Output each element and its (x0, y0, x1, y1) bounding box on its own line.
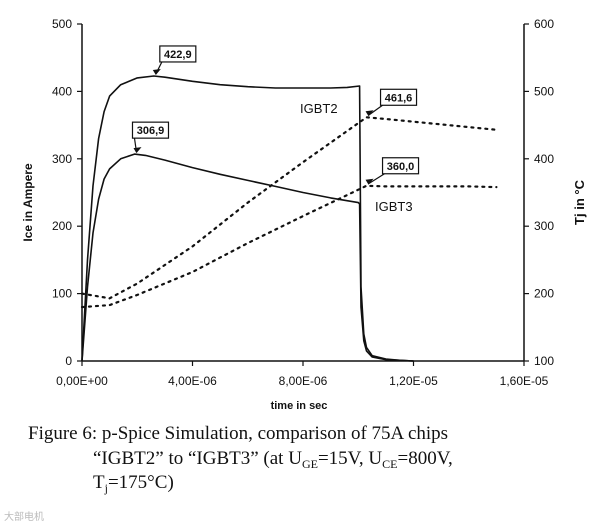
callout-box (131, 121, 170, 139)
figure-caption-line-2: “IGBT2” to “IGBT3” (at UGE=15V, UCE=800V… (93, 448, 453, 472)
callout-box (159, 45, 197, 63)
data-label: 306,9 (137, 125, 165, 137)
callout-leader (368, 104, 383, 116)
right-y-tick-label: 400 (534, 152, 554, 166)
x-tick-label: 1,20E-05 (389, 374, 438, 388)
left-y-tick-label: 400 (52, 84, 72, 98)
caption-subscript: CE (382, 457, 398, 471)
caption-text: =15V, U (317, 448, 383, 469)
chart-annotations: IGBT2 IGBT3 422,9 306,9 461,6 360,0 (131, 45, 420, 214)
left-y-tick-label: 100 (52, 287, 72, 301)
x-tick-label: 1,60E-05 (500, 374, 549, 388)
right-y-tick-label: 100 (534, 354, 554, 368)
right-y-tick-label: 200 (534, 287, 554, 301)
x-tick-label: 0,00E+00 (56, 374, 108, 388)
series-line-igbt2 (81, 75, 414, 362)
left-y-tick-label: 500 (52, 17, 72, 31)
callout-arrowhead (152, 68, 161, 75)
series-label: IGBT3 (375, 199, 413, 214)
right-y-tick-label: 600 (534, 17, 554, 31)
chart-axis-labels: time in sec Ice in Ampere Tj in °C (21, 163, 587, 412)
caption-subscript: j (104, 481, 108, 495)
left-y-tick-label: 200 (52, 219, 72, 233)
data-label: 461,6 (385, 92, 413, 104)
caption-text: =800V, (397, 448, 453, 469)
callout-box (381, 157, 420, 175)
watermark: 大部电机 (4, 512, 44, 523)
x-tick-label: 8,00E-06 (279, 374, 328, 388)
x-tick-label: 4,00E-06 (168, 374, 217, 388)
right-y-tick-label: 500 (534, 84, 554, 98)
caption-subscript: GE (301, 457, 318, 471)
right-y-tick-label: 300 (534, 219, 554, 233)
caption-text: “IGBT2” to “IGBT3” (at U (93, 448, 302, 469)
series-label: IGBT2 (300, 101, 338, 116)
figure-caption-line-3: Tj=175°C) (93, 472, 174, 496)
figure-caption-line-1: Figure 6: p-Spice Simulation, comparison… (28, 423, 448, 445)
caption-text: T (93, 472, 105, 493)
left-y-axis-label: Ice in Ampere (21, 163, 35, 242)
callout-arrowhead (365, 110, 374, 117)
left-y-tick-label: 300 (52, 152, 72, 166)
x-axis-label: time in sec (271, 400, 328, 412)
data-label: 360,0 (387, 161, 415, 173)
caption-text: Figure 6: p-Spice Simulation, comparison… (28, 423, 449, 444)
callout-arrowhead (365, 178, 374, 185)
data-label: 422,9 (164, 49, 192, 61)
series-line-tj-igbt3 (80, 184, 498, 309)
chart-ticks: 0 100 200 300 400 500 100 200 300 400 500 600 0,00E+… (52, 17, 554, 388)
right-y-axis-label: Tj in °C (572, 179, 587, 225)
callout-arrowhead (133, 147, 142, 154)
callout-leader (368, 173, 385, 185)
chart: 0 100 200 300 400 500 100 200 300 400 500 600 0,00E+… (21, 17, 587, 412)
left-y-tick-label: 0 (65, 354, 72, 368)
chart-series (80, 75, 498, 362)
series-line-tj-igbt2 (80, 116, 498, 300)
callout-box (379, 88, 418, 106)
series-line-igbt3 (81, 153, 414, 362)
caption-text: =175°C) (107, 472, 174, 493)
